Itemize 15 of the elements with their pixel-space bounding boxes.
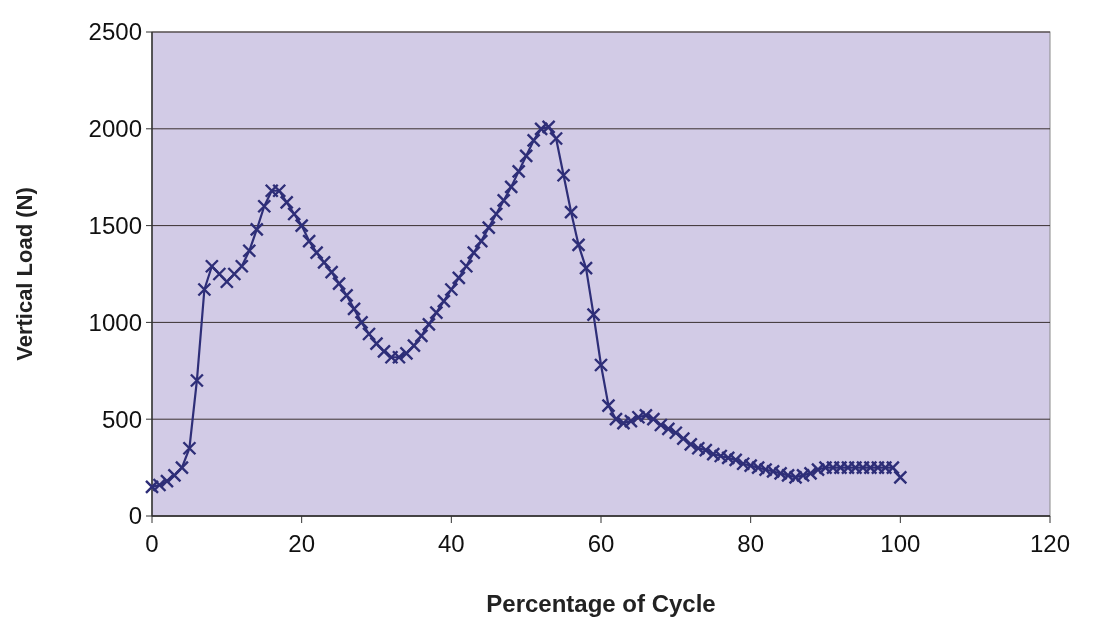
y-axis-title: Vertical Load (N)	[12, 187, 37, 361]
y-tick-label: 2500	[88, 18, 142, 46]
y-tick-label: 2000	[88, 115, 142, 143]
x-axis-title: Percentage of Cycle	[486, 590, 716, 617]
x-tick-label: 80	[737, 530, 765, 557]
x-tick-label: 20	[288, 530, 316, 557]
y-tick-label: 1000	[88, 308, 142, 336]
x-tick-label: 60	[587, 530, 615, 557]
x-tick-label: 0	[145, 530, 159, 557]
y-tick-label: 500	[101, 405, 142, 433]
y-tick-label: 0	[128, 502, 142, 530]
x-tick-label: 100	[880, 530, 921, 557]
x-tick-label: 120	[1029, 530, 1071, 557]
x-tick-label: 40	[437, 530, 465, 557]
y-tick-label: 1500	[88, 212, 142, 239]
